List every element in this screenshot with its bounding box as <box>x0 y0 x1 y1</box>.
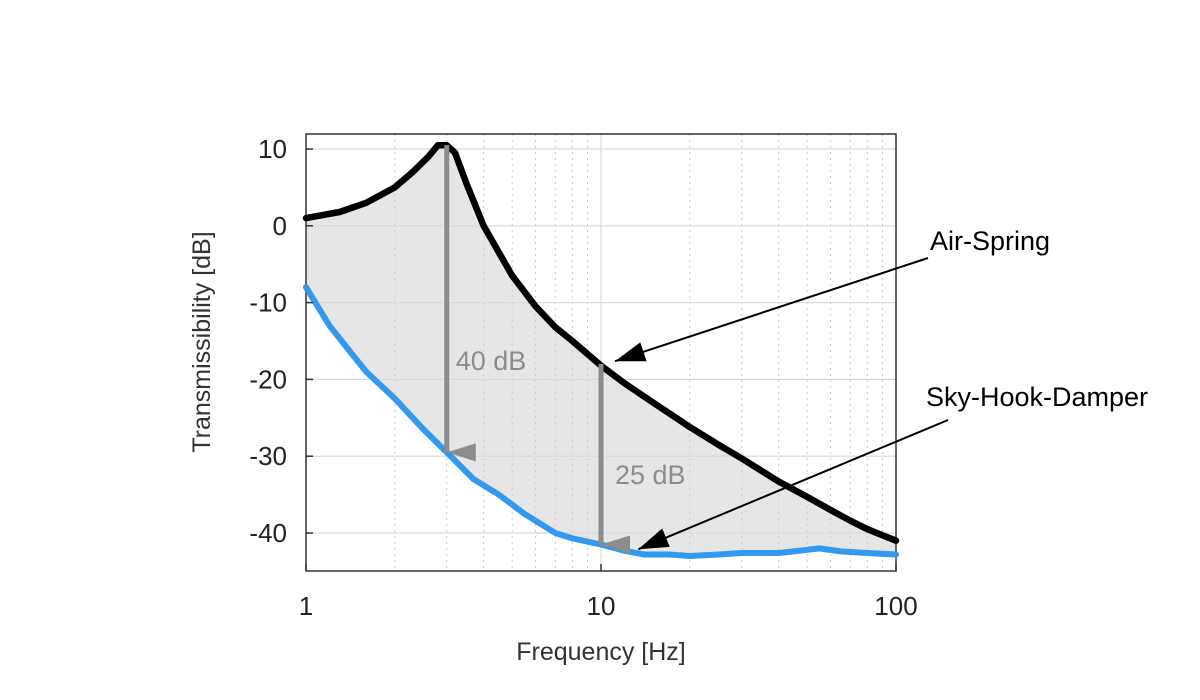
y-axis-label: Transmissibility [dB] <box>188 231 216 452</box>
sky-hook-damper-label: Sky-Hook-Damper <box>926 382 1148 412</box>
y-tick-label: -40 <box>249 518 287 548</box>
y-tick-label: -10 <box>249 288 287 318</box>
sky-hook-pointer-arrow <box>637 419 949 551</box>
y-tick-label: -30 <box>249 441 287 471</box>
x-tick-label: 1 <box>299 591 313 621</box>
air-spring-pointer-arrow <box>614 257 929 363</box>
x-tick-label: 100 <box>874 591 917 621</box>
y-tick-label: -20 <box>249 364 287 394</box>
y-tick-label: 10 <box>258 134 287 164</box>
x-axis-label: Frequency [Hz] <box>516 638 686 666</box>
series-line-air-spring <box>302 141 900 544</box>
y-tick-label: 0 <box>273 211 287 241</box>
air-spring-label: Air-Spring <box>930 226 1050 256</box>
x-tick-label: 10 <box>587 591 616 621</box>
difference-label-25db: 25 dB <box>615 460 686 490</box>
difference-label-40db: 40 dB <box>456 346 527 376</box>
